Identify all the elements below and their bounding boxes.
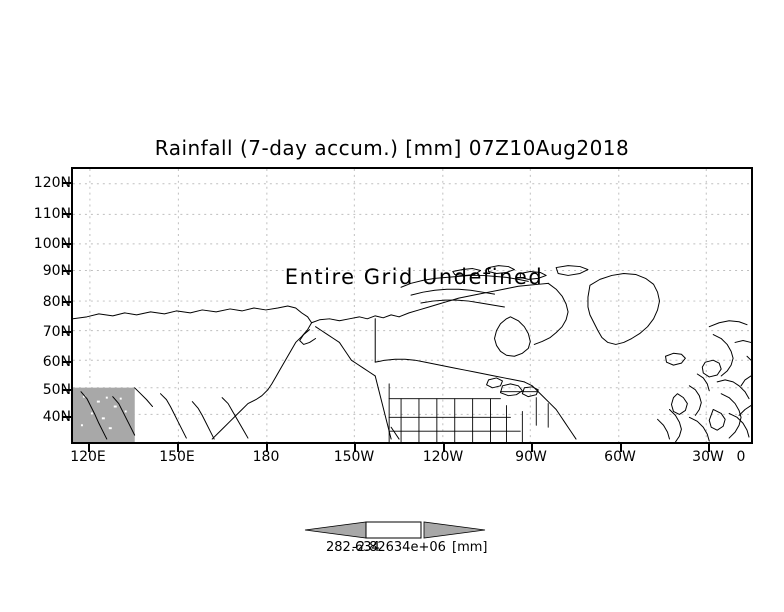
y-axis-label: 100N <box>33 236 71 252</box>
x-axis-tick <box>266 444 268 452</box>
x-axis-label: 180 <box>252 449 280 465</box>
x-axis-tick <box>443 444 445 452</box>
y-axis-label: 70N <box>42 324 71 340</box>
x-axis-label: 150E <box>159 449 195 465</box>
colorbar-min-label: 282.634 <box>326 540 380 555</box>
y-axis-tick <box>63 389 72 391</box>
map-gridlines <box>73 169 751 442</box>
y-axis-label: 120N <box>33 175 71 191</box>
x-axis-label: 60W <box>604 449 636 465</box>
map-plot-area[interactable]: Entire Grid Undefined <box>71 167 753 444</box>
y-axis-label: 90N <box>42 263 71 279</box>
x-axis-label: 90W <box>515 449 547 465</box>
y-axis-tick <box>63 182 72 184</box>
coastline-overlay <box>73 265 751 442</box>
x-axis-tick <box>88 444 90 452</box>
x-axis-tick <box>620 444 622 452</box>
x-axis-tick <box>177 444 179 452</box>
y-axis-label: 80N <box>42 294 71 310</box>
undefined-grid-message: Entire Grid Undefined <box>284 265 544 289</box>
colorbar-tick-labels: 282.634 -2.82634e+06 [mm] <box>300 540 490 564</box>
colorbar[interactable]: 282.634 -2.82634e+06 [mm] <box>300 518 490 564</box>
y-axis-label: 40N <box>42 409 71 425</box>
y-axis-tick <box>63 243 72 245</box>
x-axis-tick <box>531 444 533 452</box>
x-axis-label: 30W <box>692 449 724 465</box>
y-axis-tick <box>63 301 72 303</box>
y-axis-tick <box>63 331 72 333</box>
page-title: Rainfall (7-day accum.) [mm] 07Z10Aug201… <box>154 136 630 160</box>
x-axis-label: 30E <box>763 449 784 465</box>
x-axis-tick <box>354 444 356 452</box>
y-axis-tick <box>63 416 72 418</box>
y-axis-tick <box>63 270 72 272</box>
x-axis-tick <box>708 444 710 452</box>
y-axis-tick <box>63 361 72 363</box>
x-axis-label: 120W <box>422 449 464 465</box>
colorbar-units-label: [mm] <box>452 540 488 555</box>
y-axis-label: 50N <box>42 382 71 398</box>
x-axis-label: 0 <box>736 449 746 465</box>
x-axis-label: 120E <box>70 449 106 465</box>
y-axis-label: 60N <box>42 354 71 370</box>
y-axis-tick <box>63 213 72 215</box>
y-axis: 120N 110N 100N 90N 80N 70N 60N 50N 40N <box>0 0 72 612</box>
y-axis-label: 110N <box>33 206 71 222</box>
x-axis-label: 150W <box>333 449 375 465</box>
colorbar-max-label: -2.82634e+06 <box>352 540 446 555</box>
colorbar-swatches <box>304 521 486 539</box>
